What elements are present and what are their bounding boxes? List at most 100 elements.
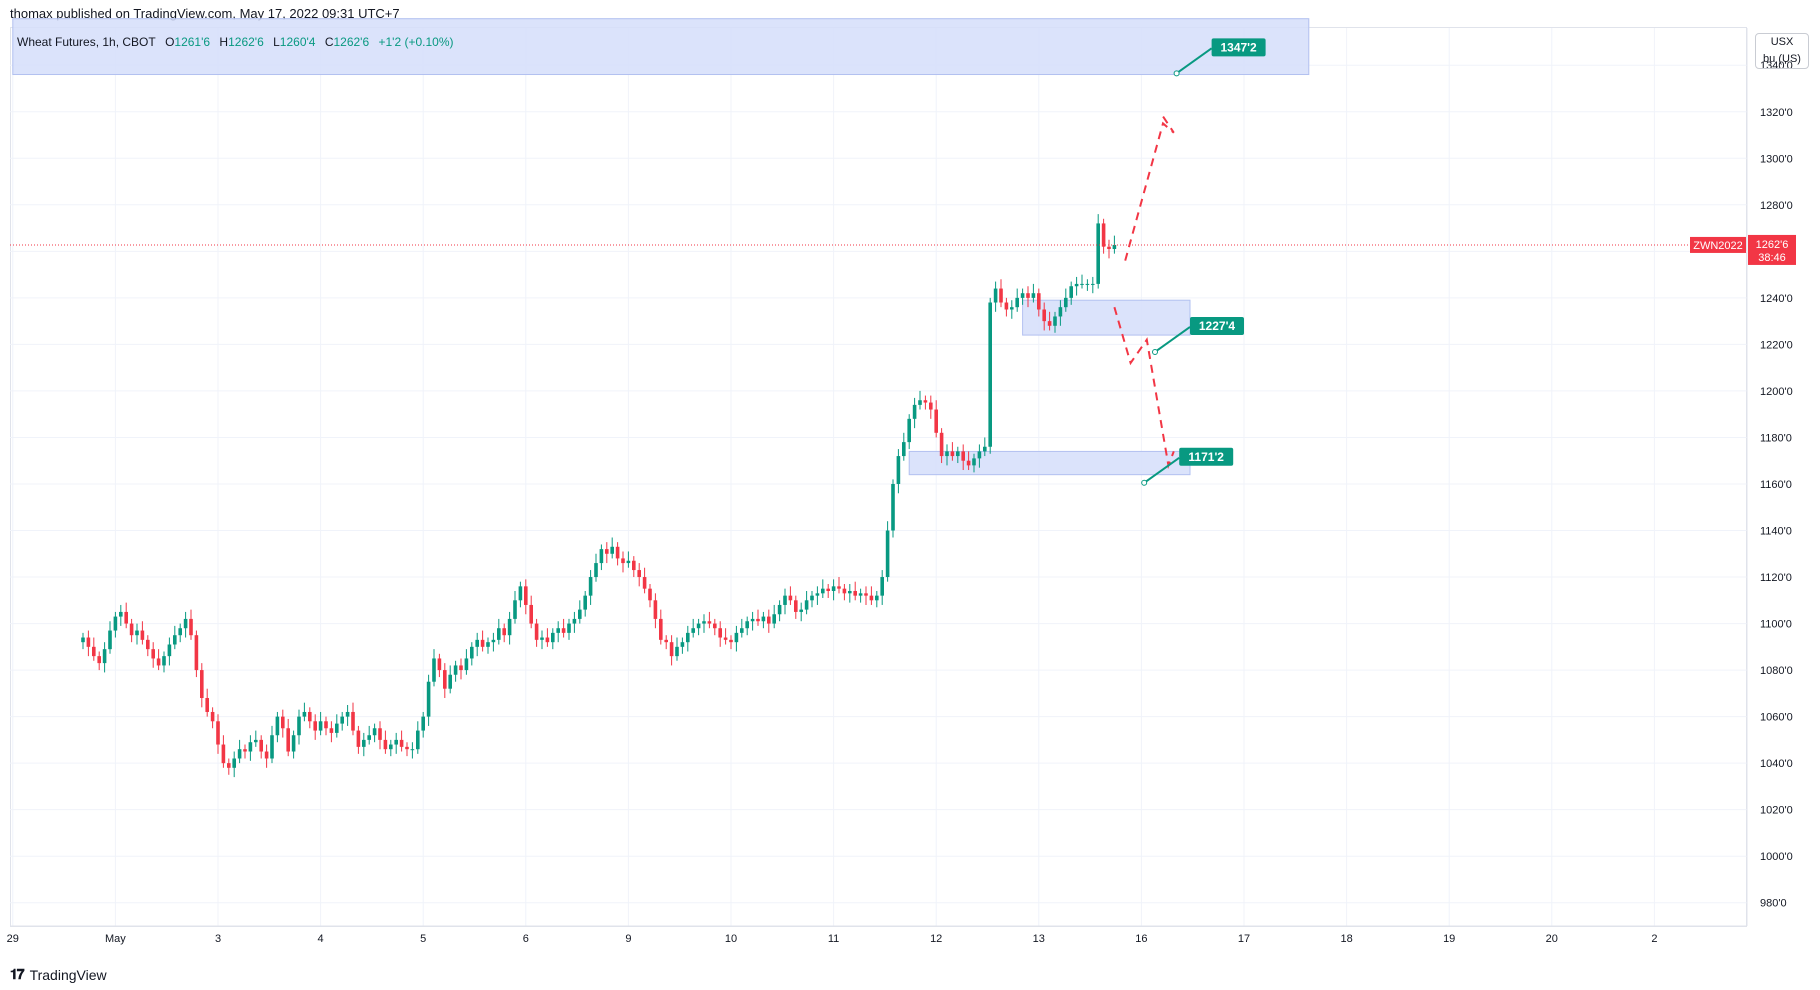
x-tick-label: 29: [7, 933, 19, 945]
candle-body: [875, 595, 879, 601]
candle-body: [983, 446, 987, 452]
y-tick-label: 1060'0: [1760, 712, 1793, 724]
candle-body: [567, 623, 571, 633]
candle-body: [923, 400, 928, 403]
candle-body: [410, 749, 415, 751]
candle-body: [194, 635, 199, 671]
candle-body: [1015, 297, 1019, 308]
candle-body: [594, 563, 598, 578]
target-label-bg: [1190, 316, 1244, 335]
x-tick-label: 9: [625, 933, 631, 945]
y-tick-label: 1040'0: [1760, 758, 1793, 770]
candle-body: [286, 728, 290, 752]
y-tick-label: 1300'0: [1760, 153, 1793, 165]
x-tick-label: 4: [318, 933, 324, 945]
candle-body: [1080, 283, 1084, 285]
candle-body: [723, 637, 728, 640]
candle-body: [713, 623, 717, 629]
x-tick-label: May: [105, 933, 126, 945]
candle-body: [140, 630, 145, 640]
legend-high-value: 1262'6: [228, 35, 264, 49]
candle-body: [1031, 293, 1036, 298]
candle-body: [885, 530, 890, 578]
legend-close-value: 1262'6: [333, 35, 370, 49]
candle-body: [804, 600, 809, 610]
candle-body: [1020, 293, 1025, 298]
candle-body: [313, 721, 317, 731]
y-tick-label: 1200'0: [1760, 386, 1793, 398]
candle-body: [1091, 283, 1095, 285]
candle-body: [146, 639, 150, 650]
candle-body: [1107, 246, 1111, 250]
price-tag-bg: [1748, 234, 1796, 265]
legend-symbol: Wheat Futures, 1h, CBOT: [17, 35, 156, 49]
candle-body: [761, 616, 766, 622]
candle-body: [745, 621, 749, 629]
candle-body: [621, 558, 625, 564]
candle-body: [1042, 309, 1046, 322]
candle-body: [1064, 297, 1068, 308]
candle-body: [97, 656, 101, 664]
currency-label: USX: [1770, 36, 1794, 48]
candle-body: [929, 402, 933, 410]
candle-body: [556, 628, 560, 633]
candle-body: [599, 549, 604, 564]
price-tag-value: 1262'6: [1756, 239, 1789, 251]
y-tick-label: 1340'0: [1760, 60, 1793, 72]
candle-body: [545, 637, 550, 643]
legend-close-label: C: [324, 35, 334, 49]
candle-body: [345, 711, 350, 717]
candle-body: [772, 614, 776, 624]
candle-body: [426, 681, 431, 717]
candle-body: [394, 739, 398, 745]
candle-body: [605, 549, 609, 554]
target-label: 1347'2: [1220, 40, 1257, 54]
legend-open-label: O: [165, 35, 175, 49]
candle-body: [615, 546, 620, 559]
candle-body: [200, 670, 204, 699]
candle-body: [659, 618, 663, 640]
x-tick-label: 11: [828, 933, 839, 945]
candle-body: [270, 735, 274, 759]
candle-body: [572, 618, 577, 624]
candle-body: [912, 404, 917, 419]
candle-body: [178, 628, 182, 636]
candle-body: [340, 716, 344, 724]
candle-body: [610, 546, 614, 554]
candle-body: [1058, 307, 1063, 317]
candle-body: [308, 711, 312, 722]
candle-body: [740, 628, 744, 633]
candle-body: [518, 586, 523, 601]
candle-body: [864, 593, 868, 596]
footer-brand: 𝟏𝟕 TradingView: [10, 966, 107, 983]
projection-up-path: [1124, 115, 1175, 261]
candle-body: [86, 637, 91, 647]
candle-body: [680, 642, 685, 647]
candle-body: [821, 588, 825, 594]
y-tick-label: 1180'0: [1760, 432, 1792, 444]
candle-body: [167, 644, 172, 657]
currency-unit-button[interactable]: USX bu (US): [1755, 33, 1809, 69]
candle-body: [302, 711, 307, 717]
candle-body: [686, 632, 690, 643]
candle-body: [108, 630, 112, 650]
candle-body: [648, 588, 652, 601]
target-anchor-dot: [1152, 348, 1158, 355]
symbol-tag-label: ZWN2022: [1693, 240, 1743, 252]
candle-body: [880, 577, 884, 596]
x-tick-label: 3: [215, 933, 221, 945]
candle-body: [642, 577, 647, 589]
candle-body: [173, 635, 177, 645]
candle-body: [275, 716, 280, 736]
candle-body: [135, 630, 139, 636]
candle-body: [102, 649, 107, 664]
y-tick-label: 1280'0: [1760, 200, 1793, 212]
candle-body: [810, 595, 814, 601]
candle-body: [815, 593, 820, 596]
candle-body: [162, 656, 166, 666]
candle-body: [783, 595, 787, 605]
candle-body: [853, 590, 857, 596]
candle-body: [988, 302, 992, 447]
x-tick-label: 17: [1238, 933, 1250, 945]
